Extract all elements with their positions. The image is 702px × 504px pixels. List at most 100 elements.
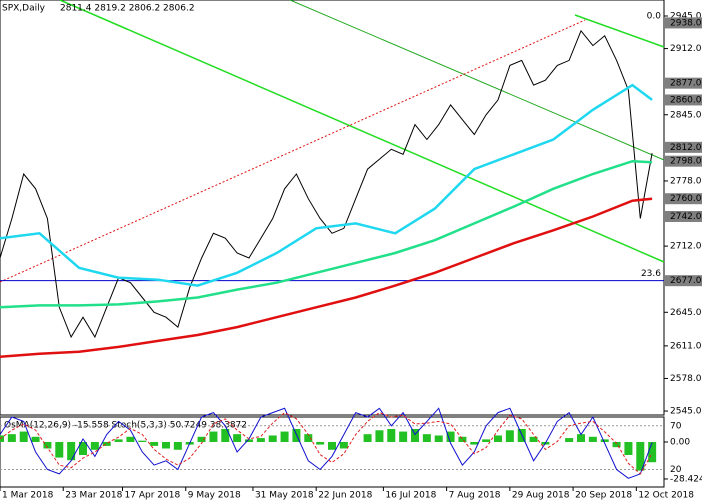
osma-bar [268, 435, 277, 442]
osma-bar [636, 441, 645, 471]
level-label: 2938.0 [670, 18, 702, 28]
osma-bar [55, 441, 64, 458]
osma-bar [126, 436, 135, 442]
level-label: 2877.0 [670, 79, 702, 89]
osma-bar [399, 431, 408, 442]
osma-bar [67, 441, 76, 461]
x-tick-label: 16 Jul 2018 [385, 491, 436, 501]
stoch-tick-label: 70 [670, 421, 682, 431]
y-tick-label: 2778.0 [670, 176, 702, 186]
osma-tick-label: -28.4242 [670, 474, 702, 484]
level-label-bg [665, 193, 702, 205]
level-label-bg [665, 210, 702, 222]
osma-bar [600, 439, 609, 442]
level-label: 2677.0 [670, 276, 702, 286]
level-label: 2798.0 [670, 157, 702, 167]
x-tick-label: 20 Sep 2018 [575, 491, 632, 501]
fibo-line [0, 19, 586, 283]
osma-bar [363, 434, 372, 442]
x-tick-label: 23 Mar 2018 [65, 491, 122, 501]
osma-bar [505, 430, 514, 442]
ohlc-text: 2811.4 2819.2 2806.2 2806.2 [60, 4, 195, 14]
y-tick-label: 2945.0 [670, 11, 702, 21]
osma-bar [588, 436, 597, 442]
osma-bar [529, 436, 538, 442]
stoch-line [0, 411, 653, 475]
osma-bar [565, 438, 574, 442]
level-label-bg [665, 275, 702, 287]
osma-bar [79, 441, 87, 455]
osma-bar [31, 436, 40, 442]
x-tick-label: 29 Aug 2018 [512, 491, 570, 501]
series-line [0, 159, 653, 309]
osma-bar [114, 439, 123, 442]
osma-bar [43, 441, 52, 449]
y-tick-label: 2578.0 [670, 374, 702, 384]
y-tick-label: 2912.0 [670, 44, 702, 54]
stoch-line [0, 407, 653, 479]
stoch-tick-label: 20 [670, 465, 682, 475]
osma-bar [209, 431, 218, 442]
level-label-bg [665, 17, 702, 29]
osma-bar [470, 441, 479, 445]
level-label: 2860.0 [670, 95, 702, 105]
level-label-bg [665, 77, 702, 89]
osma-bar [0, 435, 4, 442]
x-tick-label: 7 Aug 2018 [449, 491, 501, 501]
osma-bar [458, 436, 467, 442]
fib-label: 23.6 [641, 269, 661, 279]
osma-bar [221, 428, 230, 442]
osma-bar [304, 434, 313, 442]
y-tick-label: 2545.0 [670, 407, 702, 417]
level-label-bg [665, 141, 702, 153]
osma-bar [138, 440, 147, 442]
osma-bar [494, 435, 502, 442]
x-tick-label: 22 Jun 2018 [318, 491, 372, 501]
osma-bar [19, 431, 28, 442]
osma-bar [90, 441, 99, 450]
trend-line [574, 14, 665, 48]
osma-bar [245, 439, 253, 442]
osma-bar [280, 431, 289, 442]
x-tick-label: 17 Apr 2018 [125, 491, 181, 501]
osma-bar [482, 439, 491, 442]
level-label: 2812.0 [670, 143, 702, 153]
osma-bar [150, 441, 159, 446]
chart-title: SPX,Daily [2, 4, 46, 14]
y-tick-label: 2712.0 [670, 242, 702, 252]
osma-bar [624, 441, 633, 455]
x-tick-label: 9 May 2018 [188, 491, 241, 501]
osma-bar [162, 441, 170, 449]
osma-bar [197, 436, 206, 442]
y-tick-label: 2611.0 [670, 341, 702, 351]
series-line [0, 197, 653, 358]
osma-tick-label: 0.00 [670, 437, 690, 447]
level-label-bg [665, 155, 702, 167]
x-tick-label: 12 Oct 2018 [638, 491, 694, 501]
osma-bar [339, 441, 348, 449]
level-label: 2742.0 [670, 212, 702, 222]
osma-bar [233, 434, 242, 442]
osma-bar [7, 434, 16, 442]
level-label: 2760.0 [670, 194, 702, 204]
osma-bar [411, 428, 419, 442]
osma-bar [387, 428, 396, 442]
osma-bar [612, 441, 621, 448]
trend-line [59, 0, 665, 263]
osma-bar [434, 435, 443, 442]
osma-bar [328, 441, 336, 450]
osma-bar [446, 431, 455, 442]
osma-bar [256, 438, 265, 442]
y-tick-label: 2645.0 [670, 308, 702, 318]
osma-bar [375, 430, 384, 442]
osma-bar [102, 441, 111, 446]
x-tick-label: 1 Mar 2018 [2, 491, 54, 501]
trend-line [289, 0, 665, 161]
osma-bar [577, 434, 585, 442]
osma-bar [422, 434, 431, 442]
y-tick-label: 2845.0 [670, 110, 702, 120]
series-line [0, 83, 653, 287]
level-label-bg [665, 94, 702, 106]
osma-bar [173, 441, 182, 450]
